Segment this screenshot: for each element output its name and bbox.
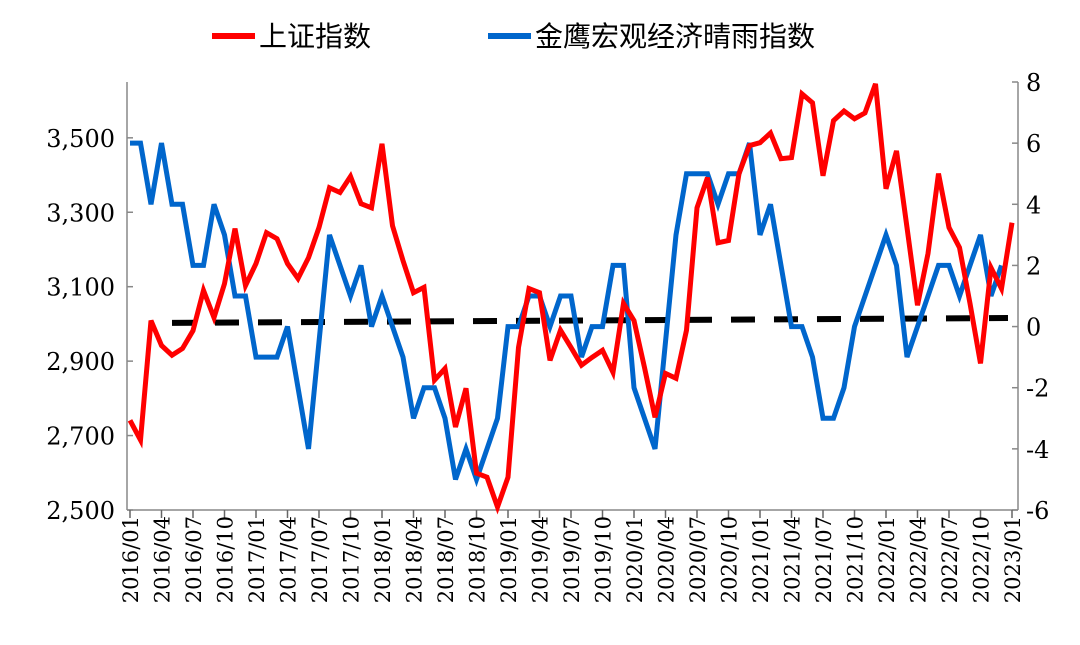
- legend: 上证指数 金鹰宏观经济晴雨指数: [212, 20, 815, 53]
- x-tick-label: 2019/01: [497, 516, 521, 603]
- right-tick-label: -2: [1026, 375, 1049, 403]
- left-tick-label: 3,300: [46, 199, 115, 227]
- left-tick-label: 2,500: [46, 497, 115, 525]
- right-tick-label: -6: [1026, 497, 1049, 525]
- x-tick-label: 2019/07: [560, 516, 584, 603]
- x-tick-label: 2021/01: [749, 516, 773, 603]
- right-tick-label: 8: [1026, 69, 1041, 97]
- x-tick-label: 2022/01: [875, 516, 899, 603]
- left-tick-label: 3,500: [46, 125, 115, 153]
- x-tick-label: 2022/10: [970, 516, 994, 603]
- x-tick-label: 2021/04: [781, 516, 805, 603]
- series-layer: [127, 83, 1015, 515]
- x-tick-label: 2017/10: [340, 516, 364, 603]
- x-tick-label: 2016/01: [119, 516, 143, 603]
- series-line-sse: [127, 83, 1015, 515]
- legend-label-sse: 上证指数: [259, 20, 371, 53]
- right-tick-label: 4: [1026, 191, 1041, 219]
- x-tick-label: 2018/10: [466, 516, 490, 603]
- x-tick-label: 2016/10: [214, 516, 238, 603]
- legend-label-barometer: 金鹰宏观经济晴雨指数: [535, 20, 815, 53]
- x-tick-label: 2022/07: [938, 516, 962, 603]
- x-tick-label: 2018/07: [434, 516, 458, 603]
- x-tick-label: 2020/07: [686, 516, 710, 603]
- x-tick-label: 2021/07: [812, 516, 836, 603]
- trend-line: [171, 315, 1009, 326]
- right-tick-label: 2: [1026, 252, 1041, 280]
- axes: 2,500 2,700 2,900 3,100 3,300 3,500 -6 -4 -2 0 2 4 6…: [46, 69, 1049, 603]
- x-tick-label: 2020/04: [655, 516, 679, 603]
- x-tick-label: 2018/04: [403, 516, 427, 603]
- right-tick-label: 0: [1026, 314, 1041, 342]
- x-tick-label: 2019/10: [592, 516, 616, 603]
- x-tick-label: 2019/04: [529, 516, 553, 603]
- right-tick-label: 6: [1026, 130, 1041, 158]
- x-tick-label: 2021/10: [844, 516, 868, 603]
- x-tick-label: 2018/01: [371, 516, 395, 603]
- x-tick-label: 2016/07: [182, 516, 206, 603]
- x-tick-label: 2017/01: [245, 516, 269, 603]
- x-tick-label: 2016/04: [151, 516, 175, 603]
- series-line-barometer: [130, 140, 1004, 488]
- left-tick-label: 3,100: [46, 274, 115, 302]
- x-tick-label: 2023/01: [1001, 516, 1025, 603]
- x-tick-label: 2017/07: [308, 516, 332, 603]
- right-tick-label: -4: [1026, 436, 1049, 464]
- x-tick-label: 2020/10: [718, 516, 742, 603]
- x-tick-label: 2020/01: [623, 516, 647, 603]
- left-tick-label: 2,900: [46, 348, 115, 376]
- left-tick-label: 2,700: [46, 423, 115, 451]
- x-tick-label: 2017/04: [277, 516, 301, 603]
- x-tick-label: 2022/04: [907, 516, 931, 603]
